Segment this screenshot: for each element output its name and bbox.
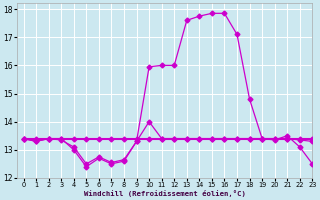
X-axis label: Windchill (Refroidissement éolien,°C): Windchill (Refroidissement éolien,°C) bbox=[84, 190, 246, 197]
